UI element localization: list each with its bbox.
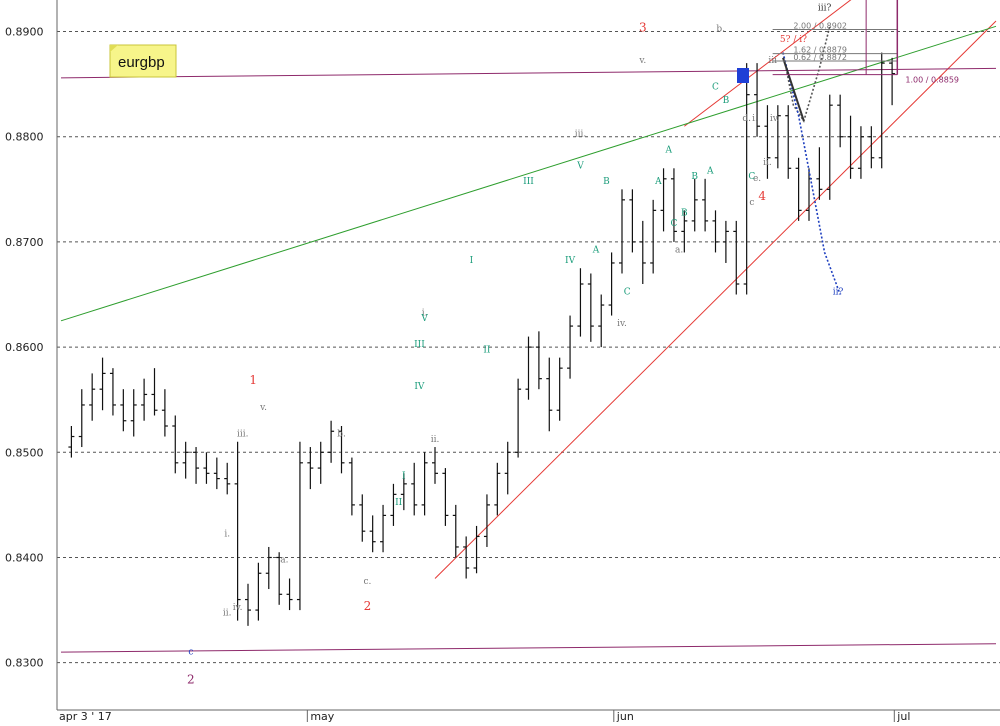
projection-iii bbox=[782, 26, 831, 123]
upper-channel-parallel[interactable] bbox=[684, 0, 892, 127]
wave-label: iii. bbox=[237, 430, 249, 440]
wave-label: e. bbox=[753, 174, 761, 184]
wave-label: A bbox=[665, 146, 673, 156]
wave-label: iv. bbox=[617, 319, 627, 329]
projection-solid bbox=[782, 57, 805, 122]
wave-label: a. bbox=[280, 556, 288, 566]
wave-label: c bbox=[749, 198, 754, 208]
y-tick-label: 0.8600 bbox=[5, 341, 44, 354]
fib-level-label: 1.00 / 0.8859 bbox=[905, 76, 959, 85]
fib-level-label: 2.00 / 0.8902 bbox=[793, 21, 847, 30]
wave-label: C bbox=[748, 172, 755, 182]
wave-label: III bbox=[523, 177, 534, 187]
wave-label: II bbox=[483, 345, 491, 355]
wave-label: i. bbox=[224, 529, 230, 539]
wave-label: ii? bbox=[833, 288, 844, 298]
projection-paths bbox=[782, 26, 841, 295]
price-bars bbox=[68, 52, 896, 626]
support-line[interactable] bbox=[60, 643, 997, 653]
wave-label: A bbox=[592, 245, 600, 255]
y-tick-label: 0.8500 bbox=[5, 446, 44, 459]
wave-label: c bbox=[188, 647, 193, 657]
wave-label: iii. bbox=[575, 130, 587, 140]
wave-label: a. bbox=[675, 245, 683, 255]
wave-label: 4 bbox=[758, 189, 766, 203]
x-tick-label: jun bbox=[616, 710, 634, 723]
current-price-marker bbox=[737, 68, 749, 83]
wave-label: 1 bbox=[249, 373, 257, 387]
wave-label: 5? / i? bbox=[780, 35, 807, 45]
wave-label: 2 bbox=[187, 673, 195, 687]
trend-lines bbox=[60, 0, 997, 653]
grid-lines bbox=[57, 31, 1000, 664]
wave-label: iv. bbox=[770, 114, 780, 124]
wave-label: d. bbox=[742, 114, 751, 124]
wave-label: B bbox=[681, 209, 688, 219]
y-tick-label: 0.8400 bbox=[5, 551, 44, 564]
upper-channel[interactable] bbox=[434, 20, 997, 579]
wave-label: iv. bbox=[233, 603, 243, 613]
symbol-badge-box bbox=[109, 44, 177, 78]
wave-label: ii. bbox=[763, 158, 772, 168]
x-tick-label: apr 3 ' 17 bbox=[59, 710, 112, 723]
wave-label: III bbox=[414, 340, 425, 350]
x-tick-label: may bbox=[310, 710, 334, 723]
symbol-badge-fold-icon bbox=[110, 45, 118, 52]
wave-label: A bbox=[654, 177, 662, 187]
wave-label: C bbox=[670, 219, 677, 229]
x-tick-labels: apr 3 ' 17 may jun jul bbox=[59, 710, 910, 723]
wave-label: iii? bbox=[818, 4, 832, 14]
wave-label: A bbox=[706, 167, 714, 177]
wave-label: B bbox=[691, 172, 698, 182]
y-tick-label: 0.8300 bbox=[5, 657, 44, 670]
wave-label: b. bbox=[716, 25, 725, 35]
wave-label: c. bbox=[364, 577, 372, 587]
wave-label: i. bbox=[752, 114, 758, 124]
wave-label: ii. bbox=[431, 435, 440, 445]
wave-label: B bbox=[723, 96, 730, 106]
wave-label: IV bbox=[565, 256, 576, 266]
wave-label: v. bbox=[638, 56, 646, 66]
wave-label: B bbox=[603, 177, 610, 187]
wave-label: 2 bbox=[364, 599, 372, 613]
wave-label: V bbox=[576, 161, 584, 171]
fib-level-label: 1.62 / 0.8879 bbox=[793, 46, 847, 55]
fib-level-label: 0.62 / 0.8872 bbox=[793, 53, 847, 62]
wave-label: C bbox=[624, 288, 631, 298]
wave-label: b. bbox=[337, 430, 346, 440]
axes bbox=[56, 0, 1000, 711]
wave-label: C bbox=[712, 82, 719, 92]
x-tick-label: jul bbox=[896, 710, 910, 723]
wave-label: II bbox=[395, 498, 403, 508]
y-tick-labels: 0.8900 0.8800 0.8700 0.8600 0.8500 0.8400 0.83… bbox=[5, 26, 44, 670]
symbol-label: eurgbp bbox=[118, 54, 165, 71]
symbol-badge[interactable]: eurgbp bbox=[109, 44, 177, 78]
wave-label: I bbox=[402, 472, 406, 482]
wave-label: i. bbox=[422, 309, 428, 319]
wave-label: I bbox=[470, 256, 474, 266]
wave-label: V bbox=[420, 314, 428, 324]
y-tick-label: 0.8800 bbox=[5, 131, 44, 144]
wave-label: 3 bbox=[639, 21, 647, 35]
wave-label: IV bbox=[414, 382, 425, 392]
trendline-green[interactable] bbox=[60, 25, 997, 322]
wave-label: v. bbox=[259, 403, 267, 413]
y-tick-label: 0.8700 bbox=[5, 236, 44, 249]
wave-label: ii. bbox=[223, 608, 232, 618]
y-tick-label: 0.8900 bbox=[5, 26, 44, 39]
resistance-line[interactable] bbox=[60, 67, 997, 79]
